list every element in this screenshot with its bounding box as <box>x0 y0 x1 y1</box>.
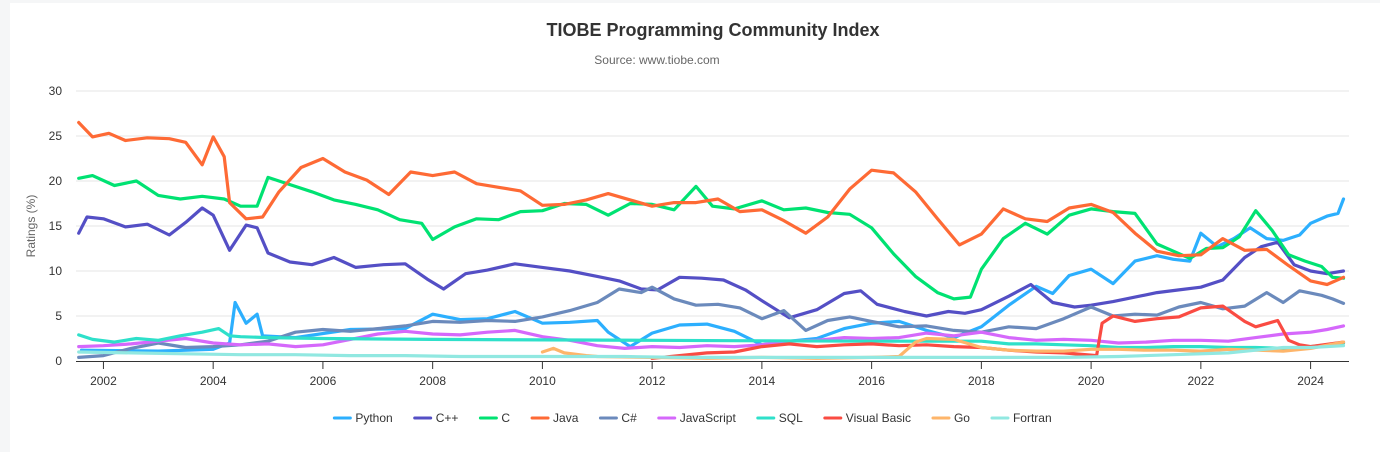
legend-item-c[interactable]: C <box>478 411 510 425</box>
legend-item-javascript[interactable]: JavaScript <box>657 411 737 425</box>
legend-label: Fortran <box>1013 411 1052 425</box>
legend-item-sql[interactable]: SQL <box>756 411 803 425</box>
series-line-csharp <box>77 285 1346 359</box>
x-tick-label: 2024 <box>1297 374 1324 388</box>
legend: Python C++ C Java C# JavaScript SQL Visual Basi… <box>332 411 1052 425</box>
x-tick-label: 2012 <box>639 374 666 388</box>
y-axis-title: Ratings (%) <box>24 195 38 258</box>
chart-card: TIOBE Programming Community Index Source… <box>10 3 1380 452</box>
legend-label: C <box>501 411 510 425</box>
legend-label: C# <box>621 411 637 425</box>
y-tick-label: 10 <box>49 264 63 278</box>
x-axis: 2002 2004 2006 2008 2010 2012 2014 2016 2018 2020… <box>76 361 1349 388</box>
x-tick-label: 2010 <box>529 374 556 388</box>
legend-item-python[interactable]: Python <box>332 411 393 425</box>
y-tick-label: 25 <box>49 129 63 143</box>
x-tick-label: 2016 <box>858 374 885 388</box>
x-tick-label: 2004 <box>200 374 227 388</box>
chart-title: TIOBE Programming Community Index <box>546 20 879 40</box>
y-tick-label: 20 <box>49 174 63 188</box>
grid-lines <box>76 90 1349 317</box>
series-line-sql <box>77 327 1346 350</box>
legend-label: Python <box>355 411 392 425</box>
line-chart: TIOBE Programming Community Index Source… <box>24 20 1349 425</box>
legend-item-csharp[interactable]: C# <box>598 411 637 425</box>
legend-label: JavaScript <box>680 411 737 425</box>
series-lines <box>77 120 1346 360</box>
x-tick-label: 2014 <box>749 374 776 388</box>
y-tick-label: 30 <box>49 84 63 98</box>
legend-label: C++ <box>436 411 459 425</box>
legend-item-go[interactable]: Go <box>931 411 970 425</box>
series-line-javascript <box>77 324 1346 350</box>
y-axis: 0 5 10 15 20 25 30 <box>49 84 63 368</box>
series-line-python <box>79 197 1346 353</box>
legend-label: Visual Basic <box>846 411 911 425</box>
series-line-fortran <box>77 344 1346 359</box>
legend-label: SQL <box>779 411 803 425</box>
x-tick-label: 2006 <box>310 374 337 388</box>
legend-item-visual-basic[interactable]: Visual Basic <box>823 411 911 425</box>
legend-item-java[interactable]: Java <box>530 411 579 425</box>
chart-subtitle: Source: www.tiobe.com <box>594 53 719 67</box>
y-tick-label: 0 <box>55 354 62 368</box>
y-tick-label: 15 <box>49 219 63 233</box>
x-tick-label: 2002 <box>90 374 117 388</box>
series-line-cpp <box>77 206 1346 320</box>
series-line-java <box>77 120 1346 287</box>
series-line-visual-basic <box>650 304 1346 360</box>
legend-label: Go <box>954 411 970 425</box>
legend-item-fortran[interactable]: Fortran <box>990 411 1052 425</box>
x-tick-label: 2008 <box>419 374 446 388</box>
x-tick-label: 2022 <box>1187 374 1214 388</box>
legend-item-cpp[interactable]: C++ <box>413 411 459 425</box>
y-tick-label: 5 <box>55 309 62 323</box>
legend-label: Java <box>553 411 579 425</box>
x-tick-label: 2020 <box>1078 374 1105 388</box>
x-tick-label: 2018 <box>968 374 995 388</box>
